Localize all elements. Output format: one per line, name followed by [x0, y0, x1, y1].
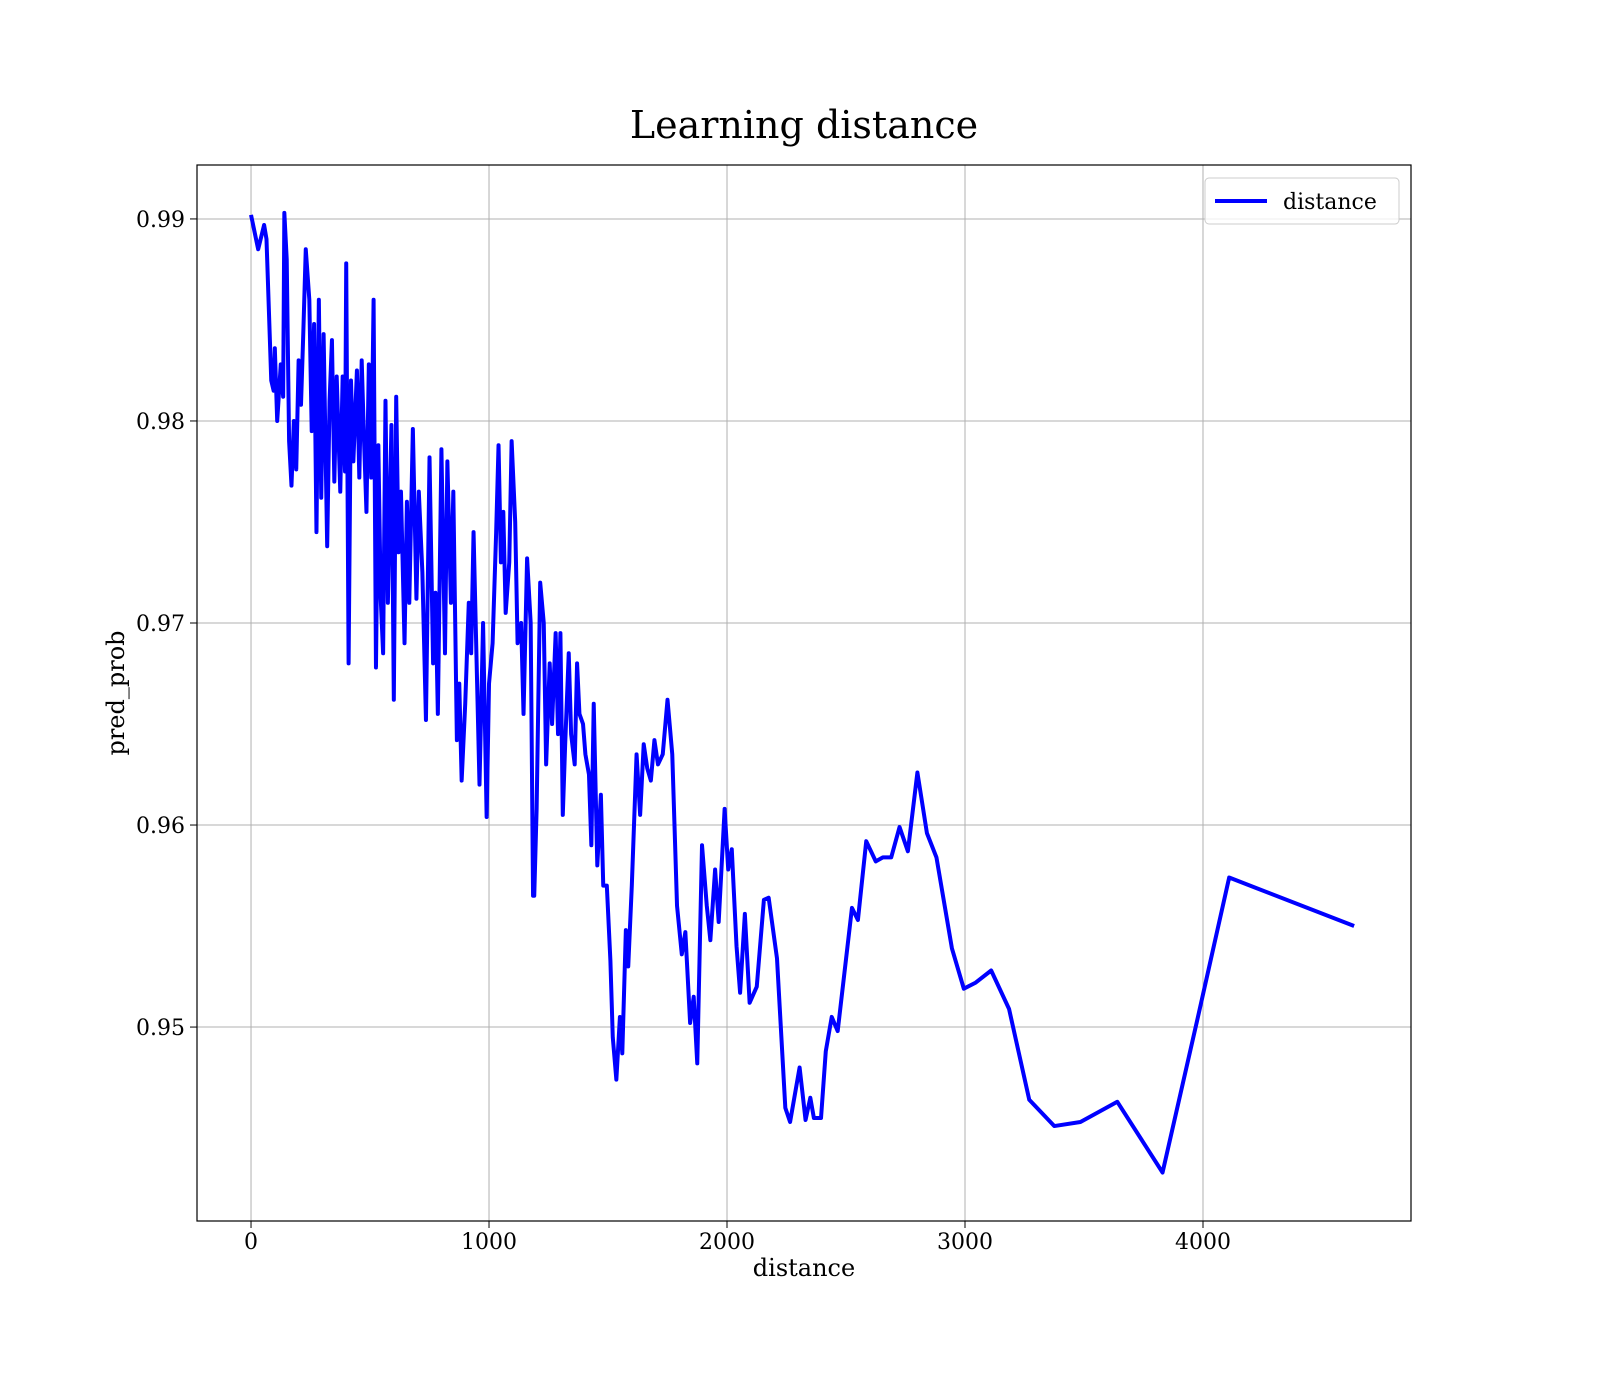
x-tick-label: 0 [244, 1230, 258, 1255]
legend-box [1204, 177, 1400, 225]
y-tick-label: 0.95 [136, 1016, 185, 1041]
x-tick-label: 2000 [699, 1230, 755, 1255]
y-tick-label: 0.99 [136, 208, 185, 233]
x-tick-label: 1000 [461, 1230, 517, 1255]
chart-title: Learning distance [630, 103, 978, 147]
y-tick-label: 0.96 [136, 814, 185, 839]
x-tick-label: 3000 [937, 1230, 993, 1255]
y-axis-label: pred_prob [102, 630, 130, 755]
x-axis-label: distance [753, 1254, 855, 1282]
y-tick-label: 0.98 [136, 410, 185, 435]
legend-label: distance [1283, 190, 1377, 215]
plot-frame [196, 164, 1412, 1222]
data-line [249, 210, 1355, 1175]
y-tick-label: 0.97 [136, 612, 185, 637]
x-tick-label: 4000 [1175, 1230, 1231, 1255]
